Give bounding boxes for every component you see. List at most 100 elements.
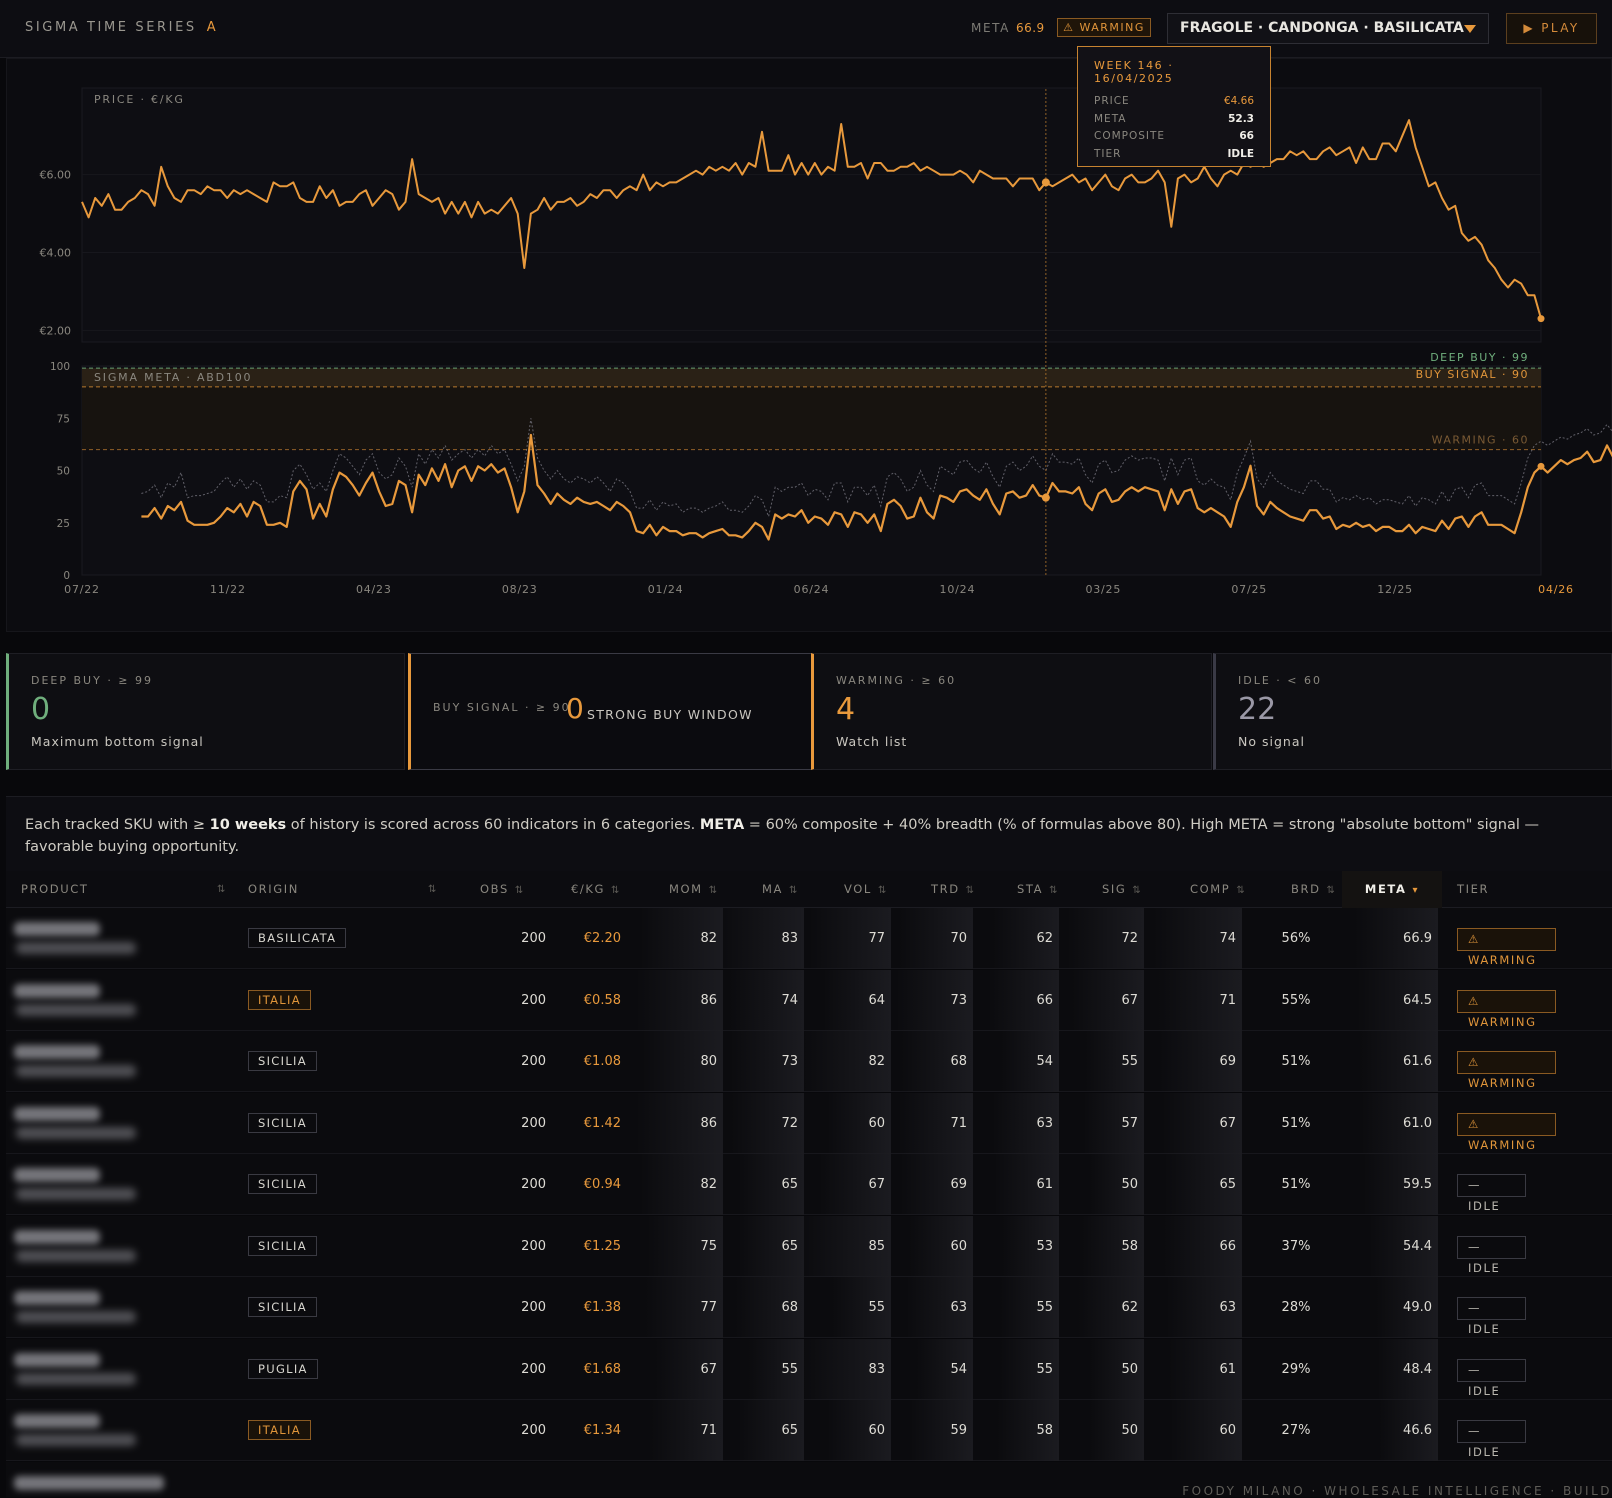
score-bar [655, 1338, 723, 1400]
price-y-tick: €6.00 [40, 169, 72, 182]
cell-mom: 75 [700, 1238, 717, 1254]
cell-obs: 200 [521, 1361, 546, 1377]
col-comp[interactable]: COMP ⇅ [1190, 882, 1247, 896]
sort-icon: ⇅ [611, 885, 622, 896]
table-row[interactable]: ITALIA 200 €0.58 86 74 64 73 66 67 71 55% 64.5 ⚠ WAR… [6, 969, 1612, 1031]
cell-trd: 68 [950, 1054, 967, 1069]
origin-badge: SICILIA [248, 1051, 317, 1071]
tile-idle[interactable]: IDLE · < 60 22 No signal [1213, 653, 1612, 770]
meta-series-line [141, 433, 1612, 541]
score-bar [910, 1400, 973, 1461]
col-mom[interactable]: MOM ⇅ [669, 882, 719, 896]
tile-buy-signal[interactable]: BUY SIGNAL · ≥ 90 0 STRONG BUY WINDOW [408, 653, 812, 770]
col-sta[interactable]: STA ⇅ [1017, 882, 1060, 896]
col-sig[interactable]: SIG ⇅ [1102, 882, 1143, 896]
score-bar [1000, 1338, 1059, 1400]
chart-tooltip: WEEK 146 · 16/04/2025 PRICE €4.66 META 52.… [1077, 46, 1271, 167]
tile-label: DEEP BUY · ≥ 99 [31, 674, 154, 687]
x-tick-label: 04/26 [1538, 583, 1574, 596]
x-tick-label: 04/23 [356, 583, 392, 596]
col-product[interactable]: PRODUCT ⇅ [21, 871, 231, 908]
cell-vol: 82 [868, 1054, 885, 1069]
tile-label: IDLE · < 60 [1238, 674, 1322, 687]
cell-mom: 82 [700, 931, 717, 946]
cell-sta: 53 [1036, 1238, 1053, 1254]
origin-badge: SICILIA [248, 1297, 317, 1317]
play-button[interactable]: ▶ PLAY [1506, 13, 1597, 44]
price-y-tick: €4.00 [40, 246, 72, 259]
col-origin[interactable]: ORIGIN ⇅ [248, 871, 438, 908]
price-highlight-point [1041, 178, 1050, 187]
summary-tiles: DEEP BUY · ≥ 99 0 Maximum bottom signal … [0, 653, 1612, 770]
cell-obs: 200 [521, 1300, 546, 1315]
score-bar [900, 1154, 973, 1215]
table-row[interactable]: BASILICATA 200 €2.20 82 83 77 70 62 72 74 56% 66.9 ⚠… [6, 908, 1612, 969]
cell-vol: 60 [868, 1115, 885, 1131]
score-bar [1376, 1277, 1438, 1338]
table-row[interactable] [6, 1461, 1612, 1497]
cell-sta: 55 [1036, 1300, 1053, 1315]
cell-comp: 74 [1219, 931, 1236, 946]
score-bar [1067, 908, 1144, 969]
tile-warming[interactable]: WARMING · ≥ 60 4 Watch list [811, 653, 1212, 770]
score-bar [640, 908, 723, 969]
col-obs[interactable]: OBS ⇅ [480, 882, 525, 896]
table-row[interactable]: SICILIA 200 €1.08 80 73 82 68 54 55 69 51% 61.6 ⚠ WA… [6, 1031, 1612, 1092]
table-row[interactable]: SICILIA 200 €1.42 86 72 60 71 63 57 67 51% 61.0 ⚠ WA… [6, 1092, 1612, 1154]
meta-readout: META 66.9 [971, 21, 1045, 35]
table-row[interactable]: SICILIA 200 €1.38 77 68 55 63 55 62 63 28% 49.0 — ID… [6, 1277, 1612, 1338]
tile-count: 22 [1238, 692, 1277, 727]
score-bar [1170, 1400, 1242, 1461]
origin-badge: BASILICATA [248, 928, 347, 948]
cell-obs: 200 [521, 931, 546, 946]
table-row[interactable]: SICILIA 200 €0.94 82 65 67 69 61 50 65 51% 59.5 — ID… [6, 1154, 1612, 1215]
col-price[interactable]: €/KG ⇅ [571, 882, 622, 896]
meta-y-tick: 50 [57, 466, 70, 478]
cell-mom: 77 [700, 1300, 717, 1315]
cell-meta: 64.5 [1403, 992, 1432, 1008]
cell-sig: 55 [1121, 1054, 1138, 1069]
score-bar [1090, 1338, 1144, 1400]
tile-deep-buy[interactable]: DEEP BUY · ≥ 99 0 Maximum bottom signal [6, 653, 405, 770]
tooltip-row-meta: META 52.3 [1094, 112, 1254, 125]
x-tick-label: 11/22 [210, 583, 246, 596]
sort-icon: ⇅ [1132, 885, 1143, 896]
col-brd[interactable]: BRD ⇅ [1291, 882, 1337, 896]
score-bar [993, 908, 1059, 969]
cell-vol: 85 [868, 1238, 885, 1254]
table-row[interactable]: PUGLIA 200 €1.68 67 55 83 54 55 50 61 29% 48.4 — IDL… [6, 1338, 1612, 1400]
cell-brd: 28% [1281, 1300, 1311, 1315]
score-bar [735, 1277, 804, 1338]
sort-icon: ⇅ [514, 885, 525, 896]
col-tier[interactable]: TIER [1457, 882, 1490, 896]
score-bar [809, 908, 891, 969]
cell-comp: 61 [1219, 1361, 1236, 1377]
cell-sta: 58 [1036, 1423, 1053, 1438]
cell-ma: 65 [781, 1177, 798, 1192]
chart-panel[interactable]: PRICE · €/KG €2.00 €4.00 €6.00 DEEP BUY · … [6, 58, 1612, 632]
score-bar [1377, 1338, 1438, 1400]
score-bar [832, 1277, 891, 1338]
time-series-chart[interactable]: PRICE · €/KG €2.00 €4.00 €6.00 DEEP BUY · … [7, 59, 1612, 633]
col-ma[interactable]: MA ⇅ [762, 882, 799, 896]
score-bar [823, 969, 891, 1031]
col-meta[interactable]: META ▾ [1342, 871, 1442, 908]
table-row[interactable]: SICILIA 200 €1.25 75 65 85 60 53 58 66 37% 54.4 — ID… [6, 1215, 1612, 1277]
cell-price: €0.58 [583, 992, 621, 1008]
price-last-point [1537, 315, 1545, 323]
score-bar [1354, 908, 1438, 969]
cell-meta: 59.5 [1403, 1177, 1432, 1192]
sort-desc-icon: ▾ [1412, 885, 1420, 896]
score-bar [909, 1215, 973, 1277]
table-row[interactable]: ITALIA 200 €1.34 71 65 60 59 58 50 60 27% 46.6 — IDL… [6, 1400, 1612, 1461]
score-bar [827, 1400, 891, 1461]
score-bar [803, 1031, 891, 1092]
cell-price: €1.42 [583, 1115, 621, 1131]
cell-price: €1.38 [583, 1300, 621, 1315]
table-header: PRODUCT ⇅ ORIGIN ⇅ OBS ⇅ €/KG ⇅ MOM ⇅ MA ⇅ VOL… [6, 871, 1612, 908]
cell-sta: 63 [1036, 1115, 1053, 1131]
col-trd[interactable]: TRD ⇅ [931, 882, 976, 896]
product-selector[interactable]: FRAGOLE · CANDONGA · BASILICATA [1167, 13, 1489, 44]
col-vol[interactable]: VOL ⇅ [844, 882, 888, 896]
cell-price: €1.34 [583, 1423, 621, 1438]
